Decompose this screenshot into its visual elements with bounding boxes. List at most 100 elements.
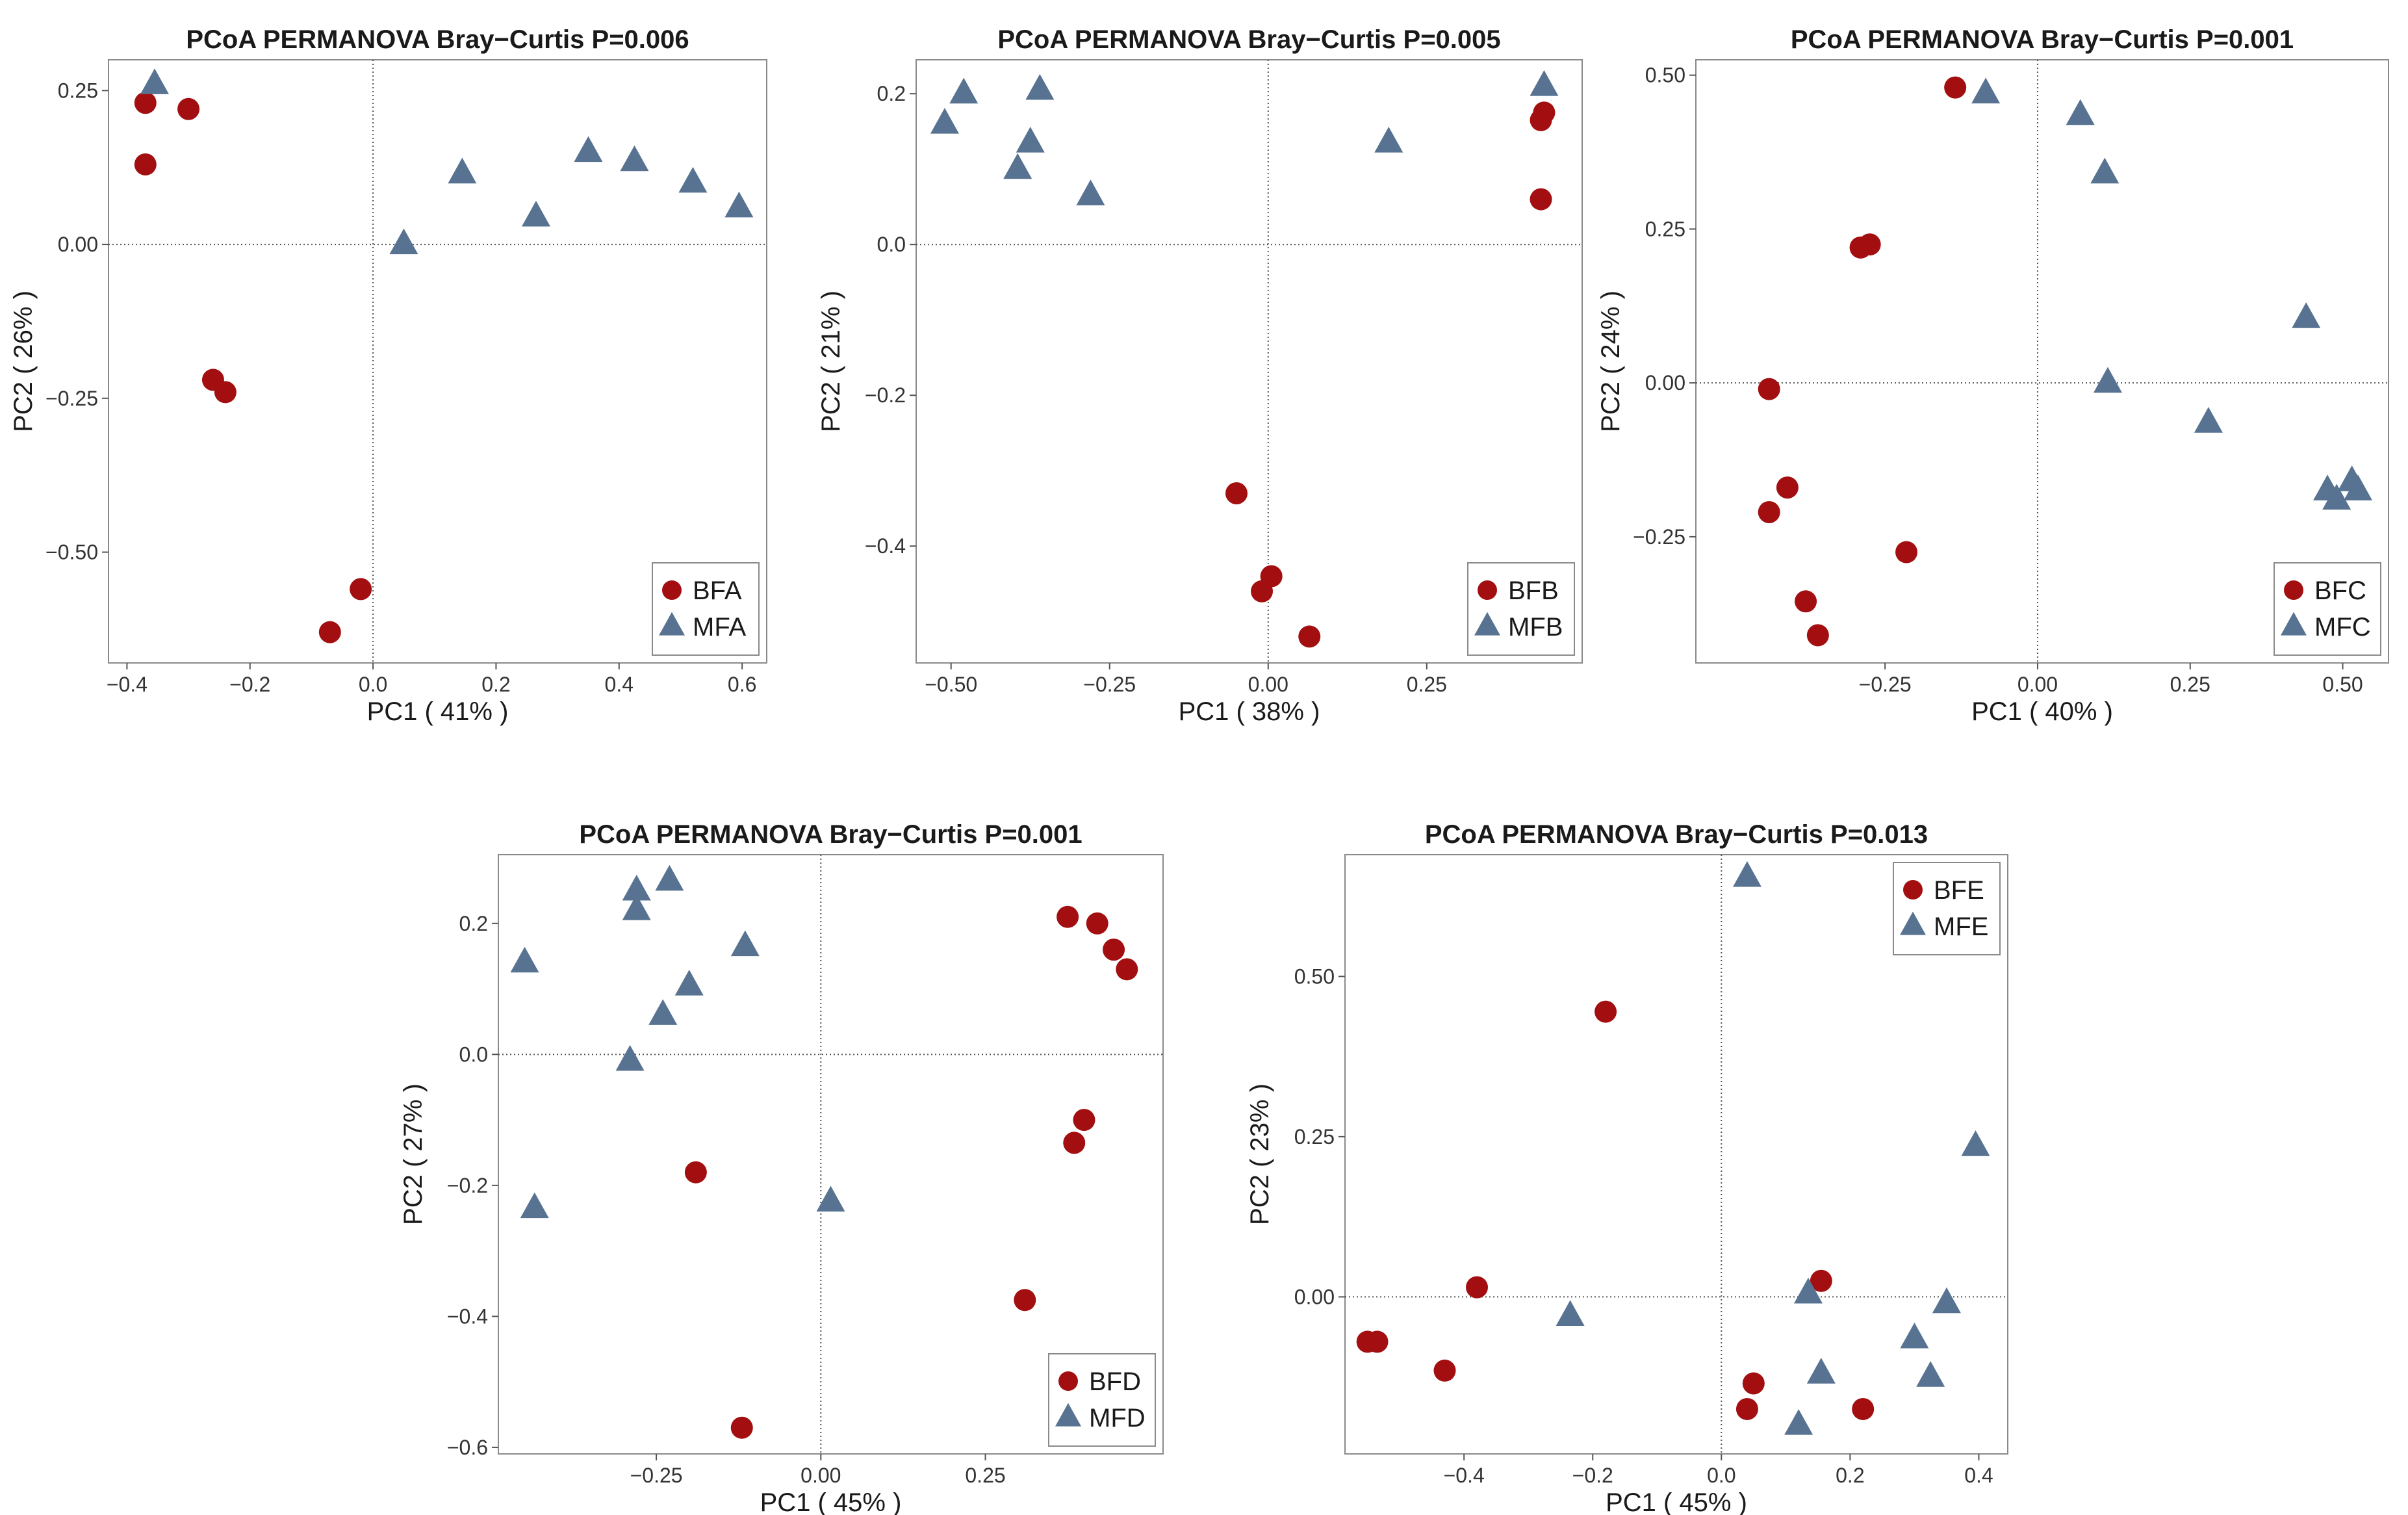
y-axis-label: PC2 ( 21% ) [817,291,845,432]
data-point-mfa [678,166,708,193]
legend-label: MFC [2314,613,2371,641]
data-point-bfb [1530,109,1552,131]
x-tick-label: 0.00 [2017,673,2058,696]
data-point-bfd [1063,1132,1086,1154]
data-point-mfc [2093,367,2122,393]
legend-triangle-icon [1900,911,1926,935]
data-point-mfe [1916,1361,1945,1387]
x-axis-label: PC1 ( 38% ) [1179,697,1320,726]
x-axis-label: PC1 ( 41% ) [367,697,509,726]
data-point-bfd [1116,958,1138,981]
legend-label: MFD [1089,1404,1146,1432]
data-point-bfa [214,381,237,404]
data-point-mfe [1900,1322,1929,1349]
legend-box [1893,862,2001,955]
data-point-mfe [1732,861,1761,887]
data-point-bfe [1595,1000,1617,1023]
data-point-bfd [1073,1109,1095,1132]
data-point-bfb [1251,580,1274,602]
data-point-mfd [510,946,539,973]
x-tick-label: 0.4 [605,673,634,696]
data-point-mfa [574,136,603,162]
y-tick-label: 0.50 [1294,965,1335,988]
data-point-bfc [1758,378,1780,400]
data-point-bfe [1852,1397,1875,1420]
legend: BFE MFE [1893,862,2001,955]
data-point-mfc [2322,484,2351,510]
data-point-bfd [1014,1289,1036,1312]
data-point-bfe [1366,1330,1389,1353]
legend-circle-icon [1903,880,1923,900]
x-tick-label: −0.25 [1083,673,1136,696]
legend-box [1467,562,1575,656]
y-tick-label: −0.2 [447,1174,488,1197]
data-point-mfd [648,999,678,1025]
data-point-bfe [1736,1397,1758,1420]
data-point-mfe [1784,1409,1813,1435]
x-tick-label: 0.2 [1836,1464,1864,1487]
legend-label: MFE [1934,913,1988,941]
y-tick-label: −0.25 [45,387,98,410]
x-tick-label: 0.00 [801,1464,841,1487]
chart-title: PCoA PERMANOVA Bray−Curtis P=0.013 [1425,820,1928,849]
data-point-bfe [1742,1372,1765,1395]
data-point-mfd [816,1185,845,1212]
y-tick-label: 0.2 [877,82,906,105]
chart-title: PCoA PERMANOVA Bray−Curtis P=0.001 [1791,25,2294,54]
legend: BFB MFB [1467,562,1575,656]
x-tick-label: −0.2 [229,673,270,696]
legend-label: MFB [1508,613,1563,641]
x-tick-label: 0.50 [2322,673,2363,696]
x-tick-label: 0.00 [1248,673,1288,696]
pcoa-panel-2: PCoA PERMANOVA Bray−Curtis P=0.005 −0.50 −… [817,25,1583,726]
legend-label: BFD [1089,1367,1141,1396]
legend-circle-icon [2284,580,2303,600]
legend-triangle-icon [659,612,685,636]
y-tick-label: 0.00 [1645,371,1685,395]
data-point-mfc [1971,77,2001,104]
data-point-mfb [1530,70,1559,96]
data-point-bfd [1086,912,1108,935]
legend-label: BFB [1508,576,1559,605]
data-point-bfb [1298,625,1321,648]
data-point-mfe [1794,1277,1823,1304]
x-axis-label: PC1 ( 45% ) [1606,1488,1747,1515]
data-point-mfa [521,200,550,227]
legend: BFA MFA [652,562,760,656]
pcoa-panel-4: PCoA PERMANOVA Bray−Curtis P=0.001 −0.25 0… [399,820,1164,1515]
data-point-mfd [730,930,760,957]
legend: BFC MFC [2274,562,2381,656]
legend-label: BFC [2314,576,2366,605]
y-tick-label: −0.25 [1633,525,1685,549]
data-point-mfc [2066,99,2095,125]
data-point-bfc [1795,590,1817,613]
x-tick-label: 0.0 [359,673,387,696]
data-point-mfe [1806,1358,1836,1384]
legend-box [1048,1353,1156,1447]
legend-circle-icon [662,580,682,600]
y-tick-label: −0.2 [865,383,906,407]
y-tick-label: −0.4 [865,534,906,558]
pcoa-panel-5: PCoA PERMANOVA Bray−Curtis P=0.013 −0.4 −0… [1246,820,2008,1515]
data-point-bfc [1776,476,1799,499]
data-point-mfb [1003,153,1032,179]
data-point-mfd [520,1192,549,1219]
data-point-mfb [930,108,959,134]
y-tick-label: 0.0 [877,233,906,256]
pcoa-panel-3: PCoA PERMANOVA Bray−Curtis P=0.001 −0.25 0… [1596,25,2389,726]
y-axis-label: PC2 ( 27% ) [399,1083,428,1225]
data-point-mfb [1016,127,1045,153]
data-point-bfc [1944,76,1967,99]
data-point-mfa [140,68,170,94]
data-point-mfa [389,228,418,255]
x-tick-label: 0.6 [728,673,756,696]
data-point-mfb [949,77,979,104]
data-point-bfa [134,92,157,114]
x-tick-label: 0.0 [1707,1464,1736,1487]
x-tick-label: −0.4 [1444,1464,1485,1487]
data-point-bfe [1810,1269,1832,1292]
data-point-mfb [1374,127,1403,153]
data-point-bfc [1758,501,1780,523]
y-tick-label: −0.4 [447,1304,488,1328]
